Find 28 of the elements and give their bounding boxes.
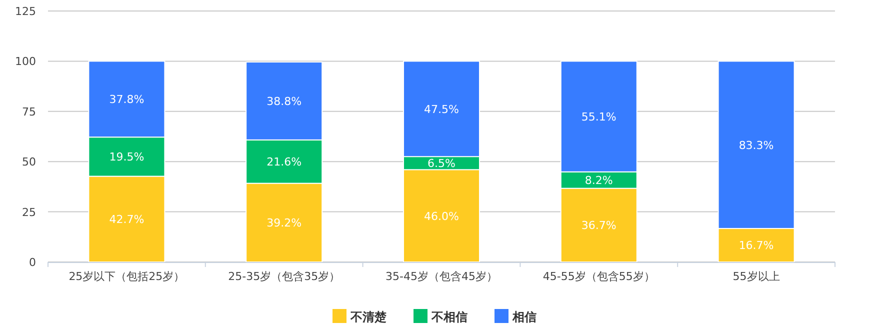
y-tick-label: 50 (22, 156, 36, 169)
x-tick-label: 45-55岁（包含55岁） (542, 270, 655, 283)
y-tick-label: 0 (29, 256, 36, 269)
data-label: 37.8% (109, 93, 144, 106)
x-tick-label: 25岁以下（包括25岁） (68, 270, 185, 283)
x-tick-label: 25-35岁（包含35岁） (228, 270, 340, 283)
y-tick-label: 100 (15, 55, 36, 68)
data-label: 8.2% (584, 174, 613, 188)
data-label: 36.7% (581, 219, 616, 232)
data-label: 55.1% (581, 110, 616, 124)
data-label: 47.5% (424, 102, 459, 116)
data-label: 42.7% (109, 213, 144, 226)
y-tick-label: 75 (22, 105, 36, 118)
legend-label: 相信 (512, 310, 536, 324)
legend-label: 不清楚 (350, 310, 388, 324)
y-tick-label: 125 (15, 5, 36, 18)
x-tick-label: 55岁以上 (732, 270, 780, 283)
x-tick-label: 35-45岁（包含45岁） (386, 270, 498, 283)
data-label: 6.5% (428, 157, 456, 170)
data-label: 83.3% (738, 138, 774, 152)
data-label: 46.0% (424, 210, 459, 223)
data-label: 39.2% (266, 216, 302, 230)
data-label: 19.5% (109, 150, 144, 164)
data-label: 16.7% (738, 239, 774, 252)
data-label: 21.6% (266, 156, 302, 169)
y-tick-label: 25 (22, 206, 36, 219)
legend-label: 不相信 (430, 310, 468, 324)
data-label: 38.8% (266, 94, 302, 108)
